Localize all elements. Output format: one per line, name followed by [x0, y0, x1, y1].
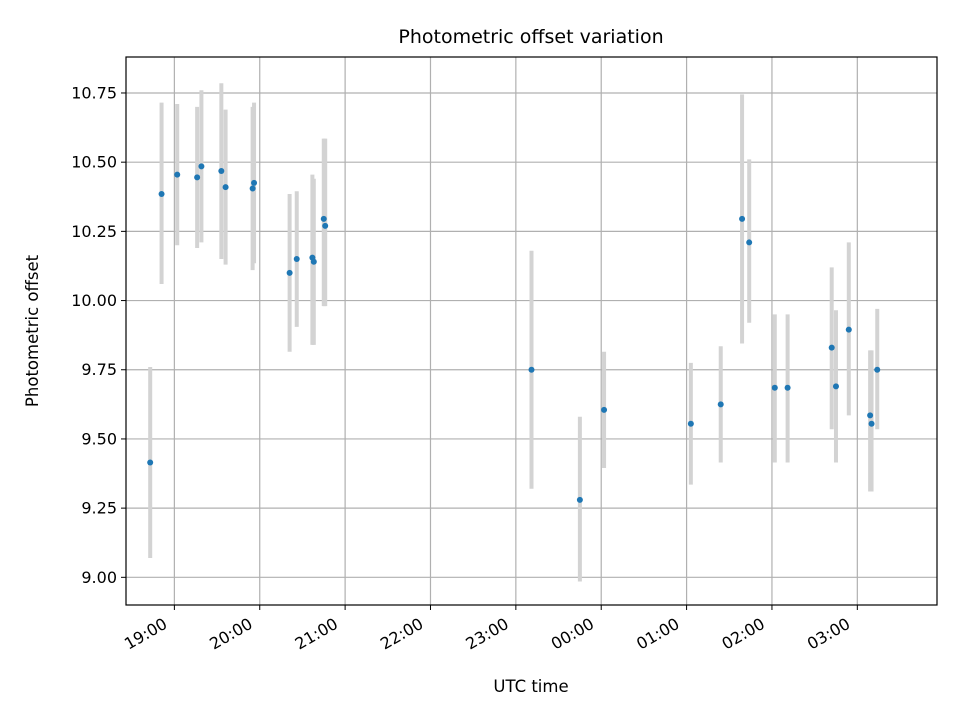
data-point [874, 366, 881, 373]
data-point [528, 366, 535, 373]
data-point [147, 459, 154, 466]
data-point [739, 215, 746, 222]
data-point [868, 420, 875, 427]
data-point [194, 174, 201, 181]
y-axis: 9.00 9.25 9.50 9.75 10.00 10.25 10.50 10.75 [71, 83, 126, 587]
y-tick-label: 10.00 [71, 291, 117, 310]
data-point [601, 406, 608, 413]
y-tick-label: 10.50 [71, 153, 117, 172]
data-point [322, 222, 329, 229]
data-point [249, 185, 256, 192]
y-tick-label: 10.75 [71, 83, 117, 102]
chart-title: Photometric offset variation [398, 26, 663, 48]
data-point [158, 191, 165, 197]
data-point [784, 384, 791, 391]
x-axis-label: UTC time [493, 677, 568, 696]
data-point [222, 184, 229, 191]
data-point [717, 401, 724, 408]
y-tick-label: 9.50 [81, 429, 117, 448]
data-point [687, 420, 694, 427]
data-points [147, 163, 881, 503]
data-point [832, 383, 839, 390]
y-tick-label: 10.25 [71, 222, 117, 241]
data-point [198, 163, 205, 170]
data-point [746, 239, 753, 246]
data-point [845, 326, 852, 333]
data-point [286, 269, 293, 276]
data-point [320, 215, 327, 222]
data-point [771, 384, 778, 391]
y-tick-label: 9.25 [81, 499, 117, 518]
data-point [310, 258, 317, 265]
data-point [828, 344, 835, 351]
data-point [867, 412, 874, 419]
data-point [251, 179, 258, 186]
y-tick-label: 9.00 [81, 568, 117, 587]
data-point [218, 168, 225, 175]
data-point [576, 496, 583, 503]
plot-frame [125, 56, 938, 606]
data-point [174, 171, 181, 178]
data-point [293, 256, 300, 263]
y-axis-label: Photometric offset [23, 254, 42, 407]
y-tick-label: 9.75 [81, 360, 117, 379]
